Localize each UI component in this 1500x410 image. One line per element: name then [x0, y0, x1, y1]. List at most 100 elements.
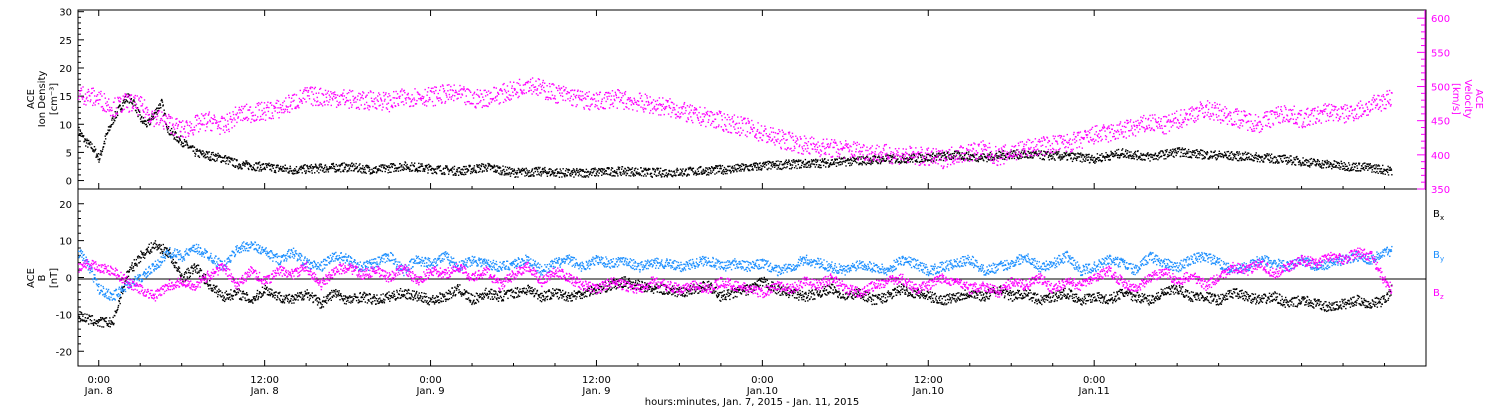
density-point [885, 157, 888, 160]
density-point [804, 158, 807, 161]
density-point [1317, 159, 1319, 162]
velocity-point [245, 116, 247, 119]
velocity-point [121, 111, 123, 113]
density-point [393, 164, 396, 166]
velocity-point [150, 119, 152, 121]
density-point [1024, 156, 1026, 158]
density-point [670, 170, 673, 172]
velocity-point [586, 95, 588, 97]
density-point [253, 168, 255, 170]
density-point [1259, 156, 1262, 158]
density-point [1228, 158, 1230, 161]
density-point [872, 155, 874, 158]
velocity-point [392, 106, 394, 109]
density-point [324, 164, 327, 166]
velocity-point [496, 99, 498, 101]
density-point [151, 116, 154, 119]
density-point [530, 174, 532, 176]
density-point [780, 168, 782, 170]
density-point [365, 172, 367, 175]
density-point [83, 140, 86, 142]
density-point [610, 167, 613, 169]
density-point [562, 172, 564, 175]
velocity-point [730, 125, 732, 127]
density-point [1003, 154, 1005, 157]
velocity-point [486, 105, 488, 107]
density-point [125, 99, 127, 101]
velocity-point [799, 136, 801, 138]
density-point [1058, 157, 1061, 159]
velocity-point [382, 106, 384, 108]
density-point [841, 163, 843, 165]
velocity-point [206, 126, 208, 128]
density-point [915, 160, 917, 163]
velocity-point [85, 104, 87, 106]
density-point [408, 168, 410, 171]
density-point [1059, 154, 1061, 156]
velocity-point [456, 93, 459, 95]
density-point [297, 169, 300, 171]
density-point [1119, 155, 1121, 157]
density-point [156, 113, 158, 115]
velocity-point [630, 104, 633, 106]
velocity-point [255, 106, 257, 108]
density-point [258, 163, 260, 165]
velocity-point [512, 91, 514, 93]
velocity-point [580, 95, 582, 97]
velocity-point [117, 96, 119, 99]
density-point [1243, 152, 1245, 155]
velocity-point [388, 110, 391, 113]
density-point [722, 168, 725, 171]
density-point [358, 169, 361, 171]
density-point [1067, 153, 1070, 155]
density-point [352, 164, 354, 167]
density-point [688, 168, 690, 171]
density-point [444, 167, 447, 169]
velocity-point [800, 152, 803, 155]
density-point [216, 154, 219, 157]
velocity-point [477, 94, 479, 96]
density-point [1027, 150, 1030, 153]
velocity-point [385, 92, 387, 94]
density-point [975, 160, 977, 162]
density-point [1288, 157, 1290, 159]
density-point [1346, 165, 1348, 168]
density-point [1146, 154, 1148, 157]
density-point [1341, 162, 1343, 165]
density-point [186, 142, 188, 144]
velocity-point [670, 116, 672, 118]
velocity-point [141, 104, 143, 107]
density-point [1225, 154, 1228, 156]
density-point [499, 173, 501, 176]
density-point [1031, 151, 1034, 154]
density-point [613, 171, 615, 173]
density-point [230, 159, 233, 161]
density-point [1095, 158, 1097, 160]
density-point [798, 160, 800, 162]
velocity-point [849, 145, 851, 147]
velocity-point [218, 121, 220, 123]
density-point [766, 161, 768, 163]
legend-by-subscript: y [1440, 255, 1444, 263]
density-point [218, 154, 221, 157]
density-point [1065, 152, 1067, 154]
density-point [206, 156, 208, 158]
velocity-point [689, 111, 691, 114]
density-point [752, 168, 754, 170]
density-point [1107, 159, 1110, 161]
velocity-point [427, 87, 430, 89]
density-point [1181, 147, 1184, 149]
density-point [473, 167, 475, 169]
density-point [1076, 156, 1078, 158]
density-point [1189, 155, 1191, 158]
density-point [1008, 157, 1010, 159]
velocity-point [102, 109, 104, 112]
velocity-point [741, 122, 744, 125]
velocity-point [732, 120, 735, 122]
density-point [237, 166, 239, 168]
density-point [185, 144, 187, 146]
velocity-point [821, 143, 823, 145]
velocity-point [828, 146, 830, 149]
density-point [1361, 167, 1364, 170]
velocity-point [94, 104, 96, 106]
